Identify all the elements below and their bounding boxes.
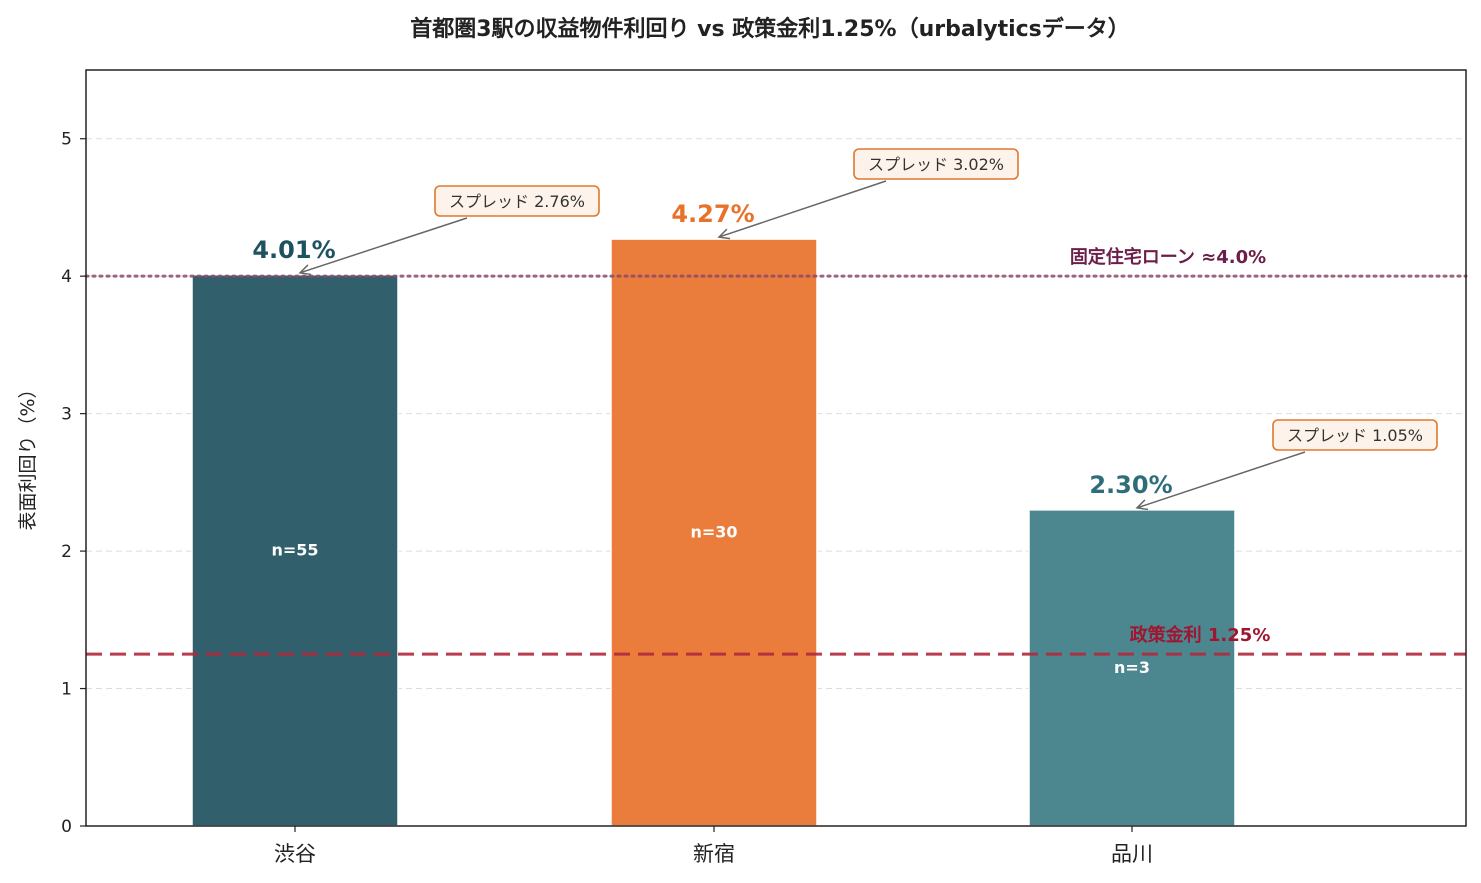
chart-title: 首都圏3駅の収益物件利回り vs 政策金利1.25%（urbalyticsデータ… xyxy=(410,16,1130,42)
spread-box-1 xyxy=(853,148,1019,180)
axes: 0 1 2 3 4 5 渋谷 新宿 品川 xyxy=(61,69,1467,866)
bar-2 xyxy=(1028,509,1236,827)
y-tick-label-2: 2 xyxy=(61,542,72,562)
bar-1 xyxy=(610,238,818,827)
y-tick-label-0: 0 xyxy=(61,817,72,837)
x-tick-label-0: 渋谷 xyxy=(274,842,316,866)
x-tick-label-2: 品川 xyxy=(1111,842,1153,866)
reference-lines: 固定住宅ローン ≈4.0% 政策金利 1.25% xyxy=(84,246,1468,656)
value-label-0: 4.01% xyxy=(252,236,335,264)
x-tick-label-1: 新宿 xyxy=(693,842,735,866)
y-tick-label-1: 1 xyxy=(61,680,72,700)
spread-arrowhead-0 xyxy=(298,264,312,276)
spread-arrowhead-1 xyxy=(717,228,731,240)
reference-label-policy-rate: 政策金利 1.25% xyxy=(1130,624,1271,646)
spread-arrow-2 xyxy=(1136,451,1306,509)
value-label-1: 4.27% xyxy=(671,200,754,228)
y-tick-label-4: 4 xyxy=(61,267,72,287)
spread-label-0: スプレッド 2.76% xyxy=(449,192,585,211)
sample-label-0: n=55 xyxy=(271,540,318,559)
y-axis-label: 表面利回り（%） xyxy=(17,379,39,530)
y-tick-label-5: 5 xyxy=(61,130,72,150)
bar-labels: 4.01% n=55 スプレッド 2.76% 4.27% n=30 スプレッド 3.02%… xyxy=(252,148,1438,677)
value-label-2: 2.30% xyxy=(1089,471,1172,499)
spread-arrowhead-2 xyxy=(1135,499,1149,511)
reference-label-fixed-loan: 固定住宅ローン ≈4.0% xyxy=(1070,246,1266,268)
spread-label-1: スプレッド 3.02% xyxy=(868,155,1004,174)
spread-arrow-1 xyxy=(718,180,887,238)
spread-label-2: スプレッド 1.05% xyxy=(1287,426,1423,445)
spread-box-0 xyxy=(434,185,600,217)
bar-0 xyxy=(191,274,399,827)
sample-label-1: n=30 xyxy=(690,523,737,542)
spread-arrow-0 xyxy=(299,217,468,274)
sample-label-2: n=3 xyxy=(1114,658,1150,677)
plot-frame xyxy=(85,69,1467,827)
y-tick-label-3: 3 xyxy=(61,405,72,425)
spread-box-2 xyxy=(1272,419,1438,451)
bars xyxy=(191,238,1236,827)
